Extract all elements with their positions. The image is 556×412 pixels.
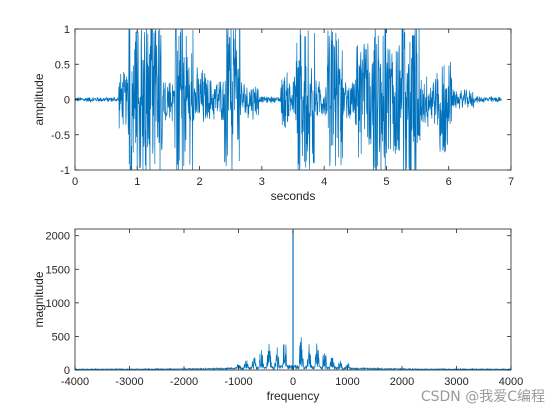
y-tick-label: -0.5 bbox=[51, 130, 70, 142]
y-axis-label: magnitude bbox=[32, 271, 46, 327]
x-tick-label: 5 bbox=[383, 176, 389, 188]
x-tick-label: 4 bbox=[321, 176, 327, 188]
x-tick-label: 6 bbox=[446, 176, 452, 188]
y-tick-label: 0 bbox=[64, 95, 70, 107]
y-tick-label: 2000 bbox=[46, 231, 70, 243]
x-axis-label: seconds bbox=[271, 189, 316, 203]
x-tick-label: 3 bbox=[259, 176, 265, 188]
x-tick-label: -3000 bbox=[115, 376, 143, 388]
watermark: CSDN @我爱C编程 bbox=[421, 389, 545, 405]
y-tick-label: -1 bbox=[60, 165, 70, 177]
x-tick-label: -2000 bbox=[170, 376, 198, 388]
y-tick-label: 1 bbox=[64, 24, 70, 36]
y-tick-label: 1500 bbox=[46, 264, 70, 276]
y-tick-label: 0.5 bbox=[55, 59, 70, 71]
y-tick-label: 1000 bbox=[46, 298, 70, 310]
x-tick-label: -1000 bbox=[224, 376, 252, 388]
amplitude-waveform bbox=[75, 29, 502, 170]
x-tick-label: 3000 bbox=[444, 376, 468, 388]
y-tick-label: 0 bbox=[64, 365, 70, 377]
y-axis-label: amplitude bbox=[32, 73, 46, 125]
x-axis-label: frequency bbox=[267, 389, 320, 403]
x-tick-label: 1 bbox=[134, 176, 140, 188]
x-tick-label: 0 bbox=[72, 176, 78, 188]
x-tick-label: 7 bbox=[508, 176, 514, 188]
x-tick-label: 0 bbox=[290, 376, 296, 388]
x-tick-label: -4000 bbox=[61, 376, 89, 388]
x-tick-label: 1000 bbox=[335, 376, 359, 388]
x-tick-label: 4000 bbox=[499, 376, 523, 388]
frequency-spectrum-plot: -4000 -3000 -2000 -1000 0 1000 2000 3000 4000 0 50… bbox=[32, 228, 523, 403]
time-domain-plot: 0 1 2 3 4 5 6 7 -1 -0.5 0 0.5 1 seconds amplitude bbox=[32, 24, 514, 203]
x-tick-label: 2000 bbox=[390, 376, 414, 388]
x-tick-label: 2 bbox=[197, 176, 203, 188]
y-tick-label: 500 bbox=[52, 331, 70, 343]
